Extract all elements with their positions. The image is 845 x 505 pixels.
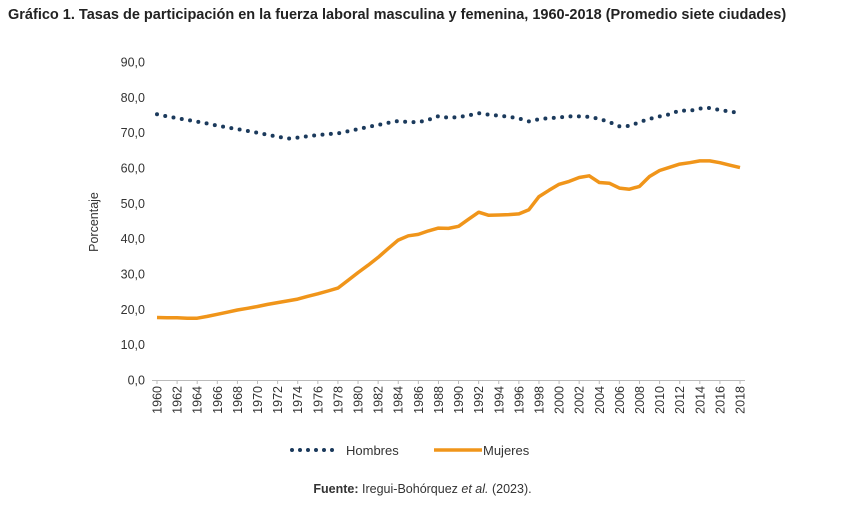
x-tick-label: 1996 — [512, 386, 526, 414]
y-tick-label: 20,0 — [121, 303, 145, 317]
source-note: Fuente: Iregui-Bohórquez et al. (2023). — [0, 482, 845, 496]
y-tick-label: 70,0 — [121, 126, 145, 140]
x-axis: 1960 1962 1964 1966 1968 1970 1972 1974 1976 1978… — [151, 380, 748, 414]
y-tick-label: 40,0 — [121, 232, 145, 246]
y-tick-label: 60,0 — [121, 162, 145, 176]
source-etal: et al. — [461, 482, 489, 496]
legend-label-mujeres: Mujeres — [483, 443, 530, 458]
series-line-hombres — [155, 105, 742, 141]
x-tick-label: 1984 — [392, 386, 406, 414]
x-tick-label: 1992 — [472, 386, 486, 414]
y-tick-label: 90,0 — [121, 56, 145, 70]
x-tick-label: 1974 — [291, 386, 305, 414]
y-tick-label: 80,0 — [121, 91, 145, 105]
x-tick-label: 2012 — [673, 386, 687, 414]
x-tick-label: 1980 — [352, 386, 366, 414]
legend-label-hombres: Hombres — [346, 443, 399, 458]
source-authors: Iregui-Bohórquez — [362, 482, 462, 496]
source-label: Fuente: — [313, 482, 359, 496]
x-tick-label: 2006 — [613, 386, 627, 414]
x-tick-label: 1972 — [271, 386, 285, 414]
y-axis: 0,0 10,0 20,0 30,0 40,0 50,0 60,0 70,0 80,0 90,0 — [121, 56, 145, 388]
x-tick-label: 2002 — [573, 386, 587, 414]
x-tick-label: 2016 — [713, 386, 727, 414]
x-tick-label: 2018 — [734, 386, 748, 414]
legend: Hombres Mujeres — [290, 443, 530, 458]
y-tick-label: 0,0 — [128, 374, 145, 388]
source-year: (2023). — [488, 482, 532, 496]
x-tick-label: 1990 — [452, 386, 466, 414]
chart-title: Gráfico 1. Tasas de participación en la … — [8, 7, 787, 23]
x-tick-label: 2004 — [593, 386, 607, 414]
series-line-mujeres — [156, 159, 741, 320]
x-tick-label: 1982 — [372, 386, 386, 414]
y-tick-label: 10,0 — [121, 338, 145, 352]
x-tick-label: 1966 — [211, 386, 225, 414]
x-tick-label: 2000 — [553, 386, 567, 414]
x-tick-label: 1978 — [331, 386, 345, 414]
x-tick-label: 1968 — [231, 386, 245, 414]
x-tick-label: 1986 — [412, 386, 426, 414]
x-tick-label: 2008 — [633, 386, 647, 414]
y-tick-label: 50,0 — [121, 197, 145, 211]
x-tick-label: 1988 — [432, 386, 446, 414]
x-tick-label: 1976 — [311, 386, 325, 414]
x-tick-label: 2010 — [653, 386, 667, 414]
x-tick-label: 1960 — [151, 386, 165, 414]
y-axis-label: Porcentaje — [87, 192, 101, 252]
x-tick-label: 1962 — [171, 386, 185, 414]
x-tick-label: 1964 — [191, 386, 205, 414]
x-tick-label: 1994 — [492, 386, 506, 414]
y-tick-label: 30,0 — [121, 268, 145, 282]
series-group — [155, 105, 742, 320]
x-tick-label: 1970 — [251, 386, 265, 414]
x-tick-label: 2014 — [693, 386, 707, 414]
x-tick-label: 1998 — [532, 386, 546, 414]
